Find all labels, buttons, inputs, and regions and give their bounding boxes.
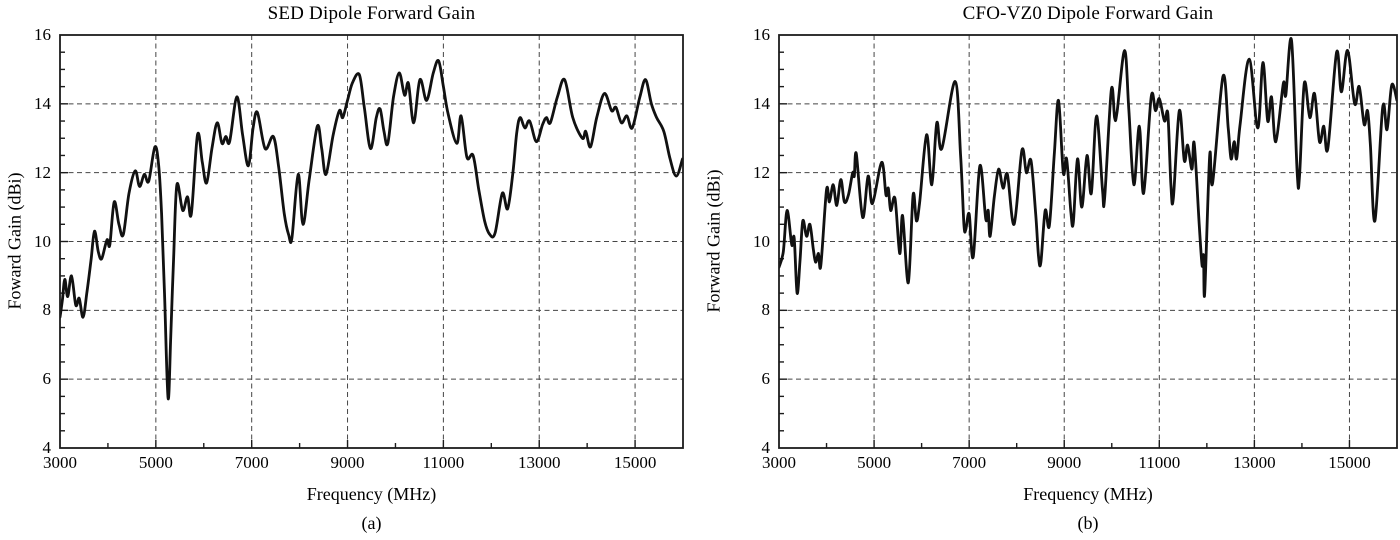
x-axis-label: Frequency (MHz) [306,484,437,504]
y-tick-label: 10 [34,231,51,251]
gain-curve [60,58,683,401]
y-tick-label: 16 [753,25,770,44]
plot-area [778,34,1398,449]
y-tick-label: 6 [761,369,771,389]
x-tick-label: 15000 [1328,453,1371,472]
x-tick-label: 9000 [1047,453,1082,472]
y-tick-label: 10 [753,231,770,251]
x-tick-label: 5000 [138,453,173,472]
x-tick-label: 9000 [330,453,365,472]
x-tick-label: 13000 [1233,453,1276,472]
y-tick-label: 4 [42,438,52,457]
y-tick-label: 14 [753,93,770,113]
chart-sed-dipole: SED Dipole Forward Gain Foward Gain (dBi… [5,3,684,533]
y-tick-label: 6 [42,369,52,389]
x-tick-label: 7000 [234,453,269,472]
y-tick-label: 4 [761,438,771,457]
x-tick-label: 3000 [43,453,77,472]
plot-area [59,34,684,449]
x-tick-label: 11000 [422,453,465,472]
y-tick-label: 12 [34,162,51,182]
x-tick-label: 13000 [517,453,561,472]
x-tick-label: 5000 [857,453,892,472]
chart-cfo-vz0-dipole: CFO-VZ0 Dipole Forward Gain Forward Gain… [700,0,1400,540]
plot-frame [778,34,1398,449]
x-tick-label: 7000 [952,453,987,472]
y-tick-label: 16 [34,25,51,44]
x-axis-label: Frequency (MHz) [1023,484,1153,504]
x-tick-label: 3000 [762,453,796,472]
y-tick-label: 8 [42,300,52,320]
chart-title: CFO-VZ0 Dipole Forward Gain [962,3,1214,24]
y-tick-label: 14 [34,93,51,113]
x-tick-label: 11000 [1138,453,1181,472]
subplot-caption: (a) [361,513,382,533]
y-tick-label: 8 [761,300,771,320]
chart-title: SED Dipole Forward Gain [267,3,476,24]
gain-curve [779,37,1397,298]
y-tick-label: 12 [753,162,770,182]
x-tick-label: 15000 [613,453,657,472]
subplot-caption: (b) [1077,513,1099,533]
plot-frame [59,34,684,449]
